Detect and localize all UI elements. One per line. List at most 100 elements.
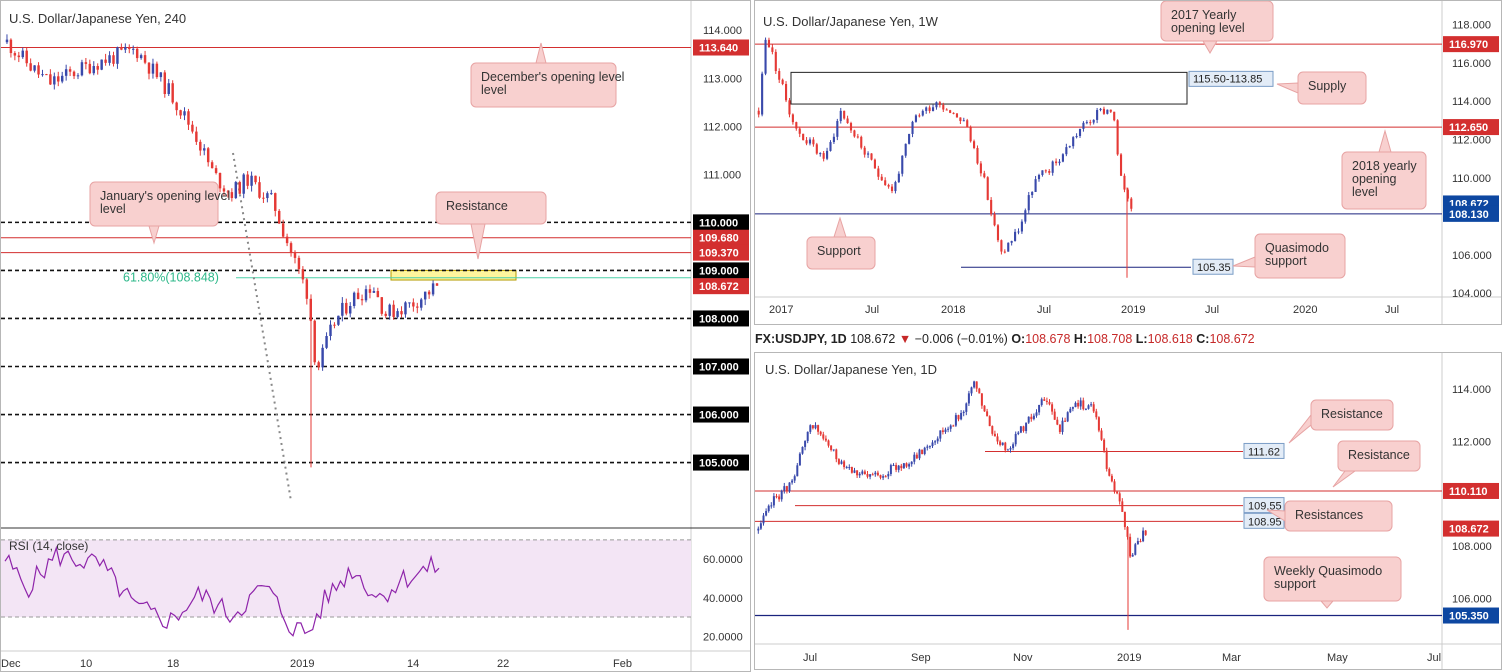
d1-candle xyxy=(822,434,825,439)
w1-callout-2017-text: opening level xyxy=(1171,21,1245,35)
d1-x-tick: Nov xyxy=(1013,652,1033,664)
h4-candle xyxy=(329,324,332,337)
w1-candle xyxy=(795,122,798,129)
w1-candle xyxy=(1037,174,1041,180)
d1-candle xyxy=(1064,420,1067,422)
w1-callout-2017-text: 2017 Yearly xyxy=(1171,8,1237,22)
h4-candle xyxy=(349,305,352,314)
w1-candle xyxy=(757,110,760,115)
w1-candle xyxy=(1106,109,1109,114)
d1-candle xyxy=(876,472,879,476)
d1-candle xyxy=(1038,404,1041,413)
h4-candle xyxy=(364,289,368,301)
d1-candle xyxy=(1087,405,1090,409)
w1-candle xyxy=(808,139,812,144)
d1-candle xyxy=(1066,412,1069,422)
h4-callout-january-text: level xyxy=(100,202,126,216)
h4-candle xyxy=(246,174,249,186)
w1-candle xyxy=(976,147,979,164)
h4-price-tag: 110.000 xyxy=(699,217,738,229)
d1-candle xyxy=(1045,400,1048,402)
d1-candle xyxy=(1084,408,1087,410)
h4-x-tick: 2019 xyxy=(290,658,314,670)
d1-candle xyxy=(1051,404,1054,412)
w1-candle xyxy=(784,83,788,101)
weekly-chart[interactable]: 118.000 116.000 114.000 112.000 110.000 106.0… xyxy=(755,1,1501,324)
d1-x-tick: May xyxy=(1327,652,1348,664)
w1-candle xyxy=(798,128,801,134)
w1-candle xyxy=(1003,251,1006,253)
h4-candle xyxy=(352,292,356,306)
w1-candle xyxy=(839,110,842,122)
h4-callout-december-text: level xyxy=(481,83,507,97)
high-label: H: xyxy=(1073,332,1088,346)
d1-candle xyxy=(804,441,807,447)
d1-level-label: 109.55 xyxy=(1248,501,1282,513)
d1-candle xyxy=(1134,544,1137,555)
d1-candle xyxy=(1069,408,1072,413)
w1-candle xyxy=(836,121,839,137)
d1-candle xyxy=(785,486,788,492)
w1-candle xyxy=(870,153,873,160)
d1-price-tag: 110.110 xyxy=(1449,486,1488,498)
w1-candle xyxy=(812,139,815,145)
d1-candle xyxy=(887,474,890,477)
h4-candle xyxy=(368,289,372,293)
h4-candle xyxy=(274,193,277,211)
w1-candle xyxy=(931,107,935,111)
d1-candle xyxy=(882,476,885,478)
w1-callout-supply-text: Supply xyxy=(1308,79,1347,93)
h4-chart-panel[interactable]: 114.000 113.000 112.000 111.000 110.000 109.0… xyxy=(0,0,751,672)
h4-candle xyxy=(293,252,297,258)
h4-callout-resistance-text: Resistance xyxy=(446,199,508,213)
d1-y-tick: 108.000 xyxy=(1452,541,1492,553)
d1-candle xyxy=(874,472,877,475)
d1-candle xyxy=(983,405,986,412)
h4-price-tag: 109.680 xyxy=(699,233,739,245)
d1-candle xyxy=(991,426,994,434)
d1-candle xyxy=(957,415,960,420)
d1-callout-resistance-1-pointer xyxy=(1288,413,1312,444)
d1-price-tag-bg xyxy=(1443,520,1499,537)
daily-chart[interactable]: 114.000 112.000 108.000 106.000 Jul Sep Nov 201… xyxy=(755,353,1501,669)
weekly-chart-panel[interactable]: 118.000 116.000 114.000 112.000 110.000 106.0… xyxy=(754,0,1502,325)
d1-candle xyxy=(967,393,970,404)
w1-candle xyxy=(1089,122,1092,124)
d1-candle xyxy=(1118,493,1121,502)
w1-title: U.S. Dollar/Japanese Yen, 1W xyxy=(763,14,939,29)
h4-candle xyxy=(143,55,147,63)
w1-callout-2018-box xyxy=(1341,151,1427,210)
h4-candle xyxy=(431,283,435,295)
h4-candle xyxy=(104,59,107,63)
w1-candle xyxy=(1119,154,1123,176)
w1-candle xyxy=(1130,198,1133,209)
h4-candle xyxy=(297,257,301,270)
h4-price-tag: 109.370 xyxy=(699,248,739,260)
h4-candle xyxy=(313,320,316,363)
d1-candle xyxy=(941,430,944,432)
d1-candle xyxy=(1006,449,1009,451)
h4-chart[interactable]: 114.000 113.000 112.000 111.000 110.000 109.0… xyxy=(1,1,750,671)
h4-candle xyxy=(392,304,395,317)
w1-candle xyxy=(1123,175,1126,190)
w1-candle xyxy=(1000,240,1003,252)
h4-candle xyxy=(388,304,391,316)
w1-candle xyxy=(1024,210,1027,222)
w1-candle xyxy=(914,115,918,122)
h4-candle xyxy=(242,174,245,194)
daily-chart-panel[interactable]: 114.000 112.000 108.000 106.000 Jul Sep Nov 201… xyxy=(754,352,1502,670)
w1-candle xyxy=(761,73,764,115)
w1-candle xyxy=(1014,231,1017,241)
h4-candle xyxy=(68,69,72,72)
d1-candle xyxy=(837,459,840,464)
d1-candle xyxy=(980,393,983,406)
w1-candle xyxy=(860,136,863,148)
w1-candle xyxy=(863,147,866,155)
w1-candle xyxy=(1072,137,1075,147)
h4-x-tick: Dec xyxy=(1,658,21,670)
w1-candle xyxy=(819,153,822,155)
w1-callout-2017-box xyxy=(1160,1,1274,42)
h4-fib-label: 61.80%(108.848) xyxy=(123,271,219,285)
h4-candles xyxy=(5,34,439,371)
w1-callout-supply-box xyxy=(1297,71,1367,105)
